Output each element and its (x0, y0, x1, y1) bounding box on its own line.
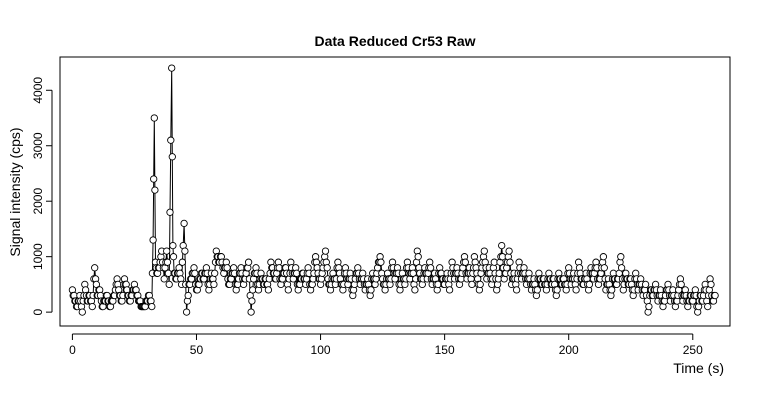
y-tick-label: 0 (31, 308, 45, 315)
y-axis: 0 1000 2000 3000 4000 (31, 77, 53, 315)
y-tick-label: 1000 (31, 243, 45, 270)
plot-box (59, 56, 731, 327)
data-point (163, 258, 172, 266)
x-tick-label: 200 (559, 343, 579, 357)
data-point (480, 247, 488, 255)
data-point (553, 286, 561, 294)
x-axis-label: Time (s) (673, 360, 724, 376)
x-tick-label: 0 (69, 343, 76, 357)
data-point (168, 153, 176, 161)
data-point (184, 291, 192, 300)
data-point (608, 286, 616, 294)
data-point (704, 302, 712, 311)
x-tick-label: 50 (190, 343, 204, 357)
data-point (88, 302, 96, 311)
data-point (617, 264, 626, 272)
data-point (264, 286, 273, 294)
data-point (645, 302, 653, 311)
data-point (498, 241, 506, 250)
data-point (711, 291, 719, 300)
data-point (150, 114, 158, 122)
data-point (178, 258, 187, 266)
data-point (168, 64, 176, 72)
data-point (182, 308, 191, 316)
data-point (707, 280, 715, 289)
data-point (149, 236, 157, 244)
x-tick-label: 150 (435, 343, 455, 357)
data-point (414, 253, 422, 261)
data-point (599, 253, 608, 261)
data-point (181, 247, 189, 255)
chart-title: Data Reduced Cr53 Raw (314, 33, 475, 49)
data-point (223, 264, 231, 272)
data-point (505, 247, 513, 255)
data-point (600, 264, 608, 272)
data-point (78, 308, 86, 316)
data-point (191, 269, 199, 277)
x-tick-label: 250 (683, 343, 703, 357)
data-point (166, 208, 174, 216)
y-tick-label: 3000 (31, 132, 45, 159)
data-point (244, 258, 253, 266)
data-point (169, 253, 178, 261)
data-point (210, 280, 218, 289)
data-point (426, 264, 435, 272)
data-point (91, 264, 99, 272)
data-point (165, 280, 173, 289)
data-point (284, 286, 292, 294)
y-tick-label: 4000 (31, 77, 45, 104)
data-point (323, 264, 331, 272)
data-point (180, 219, 188, 228)
data-point (445, 286, 454, 294)
data-point (512, 286, 521, 294)
x-axis: 0 50 100 150 200 250 (69, 333, 703, 357)
data-point (506, 258, 514, 266)
data-point (468, 280, 476, 289)
series-layer (68, 64, 719, 316)
data-point (211, 269, 219, 277)
data-point (247, 308, 255, 316)
data-point (167, 136, 175, 144)
data-point (476, 280, 484, 289)
data-point (160, 275, 168, 283)
data-point (148, 302, 156, 311)
data-point (572, 286, 580, 294)
data-point (248, 297, 256, 305)
data-point (169, 241, 177, 250)
data-point (677, 280, 685, 289)
y-tick-label: 2000 (31, 188, 45, 215)
data-point (411, 286, 419, 294)
data-point (151, 186, 159, 194)
data-point (321, 247, 330, 255)
data-point (533, 286, 541, 294)
data-point (377, 258, 385, 266)
x-tick-label: 100 (311, 343, 331, 357)
data-point (585, 280, 594, 289)
data-point (150, 175, 158, 183)
data-point (461, 258, 469, 266)
data-point (367, 286, 375, 294)
y-axis-label: Signal intensity (cps) (7, 127, 23, 256)
data-point (163, 247, 171, 255)
data-point (641, 280, 650, 289)
data-point (617, 253, 625, 261)
